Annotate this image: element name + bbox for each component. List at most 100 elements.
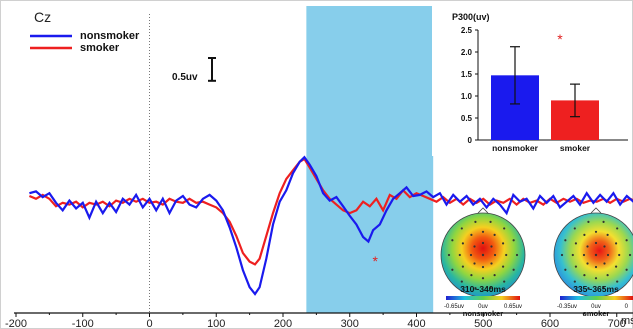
electrode xyxy=(594,230,598,233)
electrode xyxy=(501,265,505,268)
electrode xyxy=(628,253,632,257)
electrode xyxy=(481,241,485,245)
channel-label: Cz xyxy=(34,9,51,25)
x-tick-label-700: 700 xyxy=(608,318,626,329)
electrode xyxy=(616,227,619,230)
topomap-electrodes-smoker xyxy=(560,220,632,290)
x-axis-unit: ms xyxy=(621,315,633,327)
electrode xyxy=(470,273,473,277)
electrode xyxy=(493,273,496,277)
electrode xyxy=(587,220,590,223)
electrode xyxy=(618,253,621,257)
electrode xyxy=(512,268,515,271)
colorbar-nonsmoker xyxy=(446,296,520,300)
electrode xyxy=(481,265,485,269)
bar-chart-title: P300(uv) xyxy=(452,12,490,22)
electrode xyxy=(560,253,564,257)
electrode xyxy=(573,227,576,230)
colorbar-max-nonsmoker: 0.65uv xyxy=(504,304,522,310)
bar-y-tick-label-1: 0.5 xyxy=(461,114,473,123)
electrode xyxy=(602,220,605,223)
electrode xyxy=(473,245,476,248)
topomap-nose-smoker xyxy=(590,207,602,214)
electrode xyxy=(574,242,578,245)
bar-y-tick-label-5: 2.5 xyxy=(461,26,473,35)
scale-bar-label: 0.5uv xyxy=(172,72,198,83)
legend: nonsmoker smoker xyxy=(30,30,140,54)
waveform-significance-star: * xyxy=(372,253,378,269)
scale-bar: 0.5uv xyxy=(172,57,216,83)
bar-y-tick-label-2: 1.0 xyxy=(461,92,473,101)
topomap-window-nonsmoker: 310~340ms xyxy=(460,284,506,294)
electrode xyxy=(606,273,609,277)
electrode xyxy=(586,245,589,248)
x-tick-label--200: -200 xyxy=(5,318,27,329)
colorbar-mid-nonsmoker: 0uv xyxy=(478,304,488,310)
electrode xyxy=(460,227,463,230)
electrode xyxy=(515,253,519,257)
electrode xyxy=(489,220,492,223)
electrode xyxy=(583,273,586,277)
electrode xyxy=(616,280,619,283)
electrode xyxy=(501,242,505,245)
electrode xyxy=(490,262,493,265)
x-tick-label-600: 600 xyxy=(541,318,559,329)
topomap-nose-nonsmoker xyxy=(477,207,489,214)
series-line-nonsmoker xyxy=(29,155,633,296)
electrode xyxy=(606,253,610,257)
p300-bar-chart: P300(uv) 0 0.5 1.0 1.5 2.0 2.5 nonsmoker smok… xyxy=(432,6,632,156)
electrode xyxy=(571,253,574,257)
electrode xyxy=(603,262,606,265)
electrode xyxy=(474,220,477,223)
electrode xyxy=(473,262,476,265)
bar-y-tick-label-3: 1.5 xyxy=(461,70,473,79)
colorbar-min-smoker: -0.35uv xyxy=(557,304,577,310)
legend-label-smoker: smoker xyxy=(80,42,120,54)
colorbar-min-nonsmoker: -0.65uv xyxy=(444,304,464,310)
electrode xyxy=(493,233,496,237)
electrode xyxy=(573,280,576,283)
electrode xyxy=(503,227,506,230)
colorbar-mid-smoker: 0uv xyxy=(591,304,601,310)
electrode xyxy=(602,287,605,290)
bar-significance-star: * xyxy=(557,31,563,47)
topomap-smoker: 335~365ms -0.35uv 0uv 0 smoker xyxy=(553,207,633,318)
electrode xyxy=(461,265,465,268)
x-tick-label-300: 300 xyxy=(341,318,359,329)
electrode xyxy=(505,253,508,257)
electrode xyxy=(625,239,628,242)
electrode xyxy=(481,277,485,280)
electrode xyxy=(490,245,493,248)
electrode xyxy=(474,287,477,290)
x-tick-label-500: 500 xyxy=(474,318,492,329)
electrode xyxy=(512,239,515,242)
electrode xyxy=(594,241,598,245)
electrode xyxy=(594,265,598,269)
bar-y-ticks: 0 0.5 1.0 1.5 2.0 2.5 xyxy=(461,26,478,145)
electrode xyxy=(587,287,590,290)
electrode xyxy=(625,268,628,271)
topomap-nonsmoker: 310~340ms -0.65uv 0uv 0.65uv nonsmoker xyxy=(440,207,526,318)
electrode xyxy=(460,280,463,283)
colorbar-max-smoker: 0 xyxy=(625,304,629,310)
x-tick-label-200: 200 xyxy=(274,318,292,329)
bar-y-tick-label-4: 2.0 xyxy=(461,48,473,57)
electrode xyxy=(489,287,492,290)
electrode xyxy=(503,280,506,283)
x-tick-label-0: 0 xyxy=(146,318,152,329)
bar-y-tick-label-0: 0 xyxy=(468,136,473,145)
x-axis-ticks: -200 -100 0 100 200 300 400 500 600 700 xyxy=(5,313,626,329)
electrode xyxy=(582,253,586,257)
colorbar-smoker xyxy=(560,296,633,300)
topomap-group-nonsmoker: nonsmoker xyxy=(463,309,504,318)
electrode xyxy=(493,253,497,257)
electrode xyxy=(458,253,461,257)
bar-category-label-smoker: smoker xyxy=(560,143,591,153)
topomap-group-smoker: smoker xyxy=(583,309,610,318)
electrode xyxy=(481,230,485,233)
topomap-electrodes-nonsmoker xyxy=(447,220,519,290)
electrode xyxy=(481,253,485,257)
electrode xyxy=(564,268,567,271)
